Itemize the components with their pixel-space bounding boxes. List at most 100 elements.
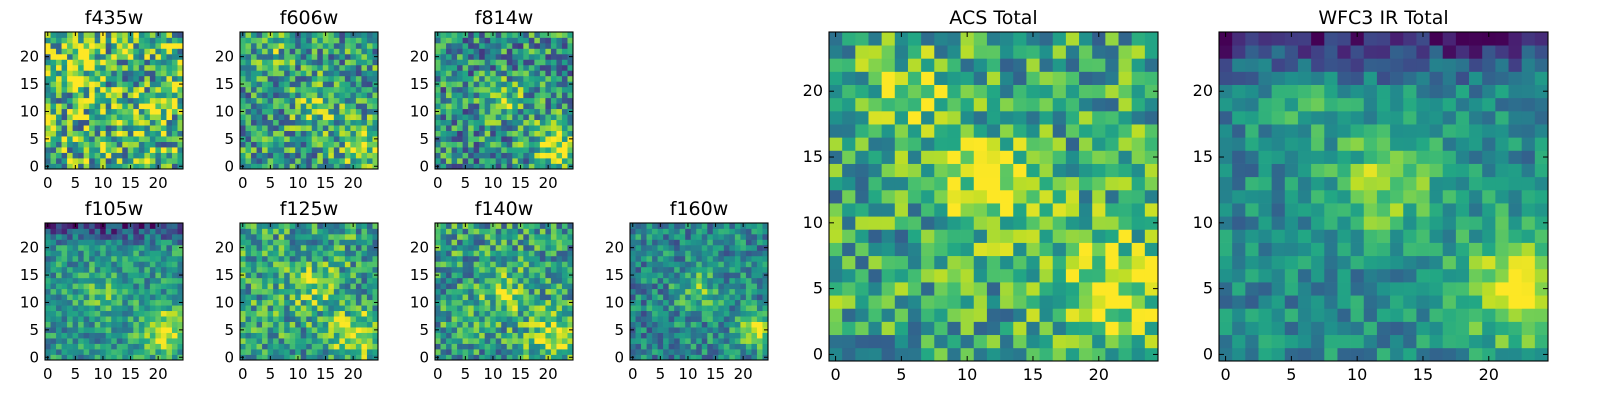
heatmap-cell (907, 255, 922, 270)
heatmap-cell (641, 239, 647, 246)
heatmap-cell (177, 92, 184, 99)
heatmap-cell (149, 141, 156, 148)
heatmap-cell (61, 233, 68, 240)
heatmap-cell (528, 239, 535, 246)
heatmap-cell (528, 283, 535, 290)
heatmap-cell (1065, 163, 1080, 178)
heatmap-cell (127, 294, 134, 301)
heatmap-cell (446, 233, 452, 240)
heatmap-cell (328, 108, 335, 115)
heatmap-cell (435, 114, 441, 121)
heatmap-cell (545, 103, 552, 110)
heatmap-cell (1118, 321, 1133, 336)
heatmap-cell (473, 86, 480, 93)
heatmap-cell (295, 233, 302, 240)
heatmap-cell (122, 114, 129, 121)
heatmap-cell (740, 233, 747, 240)
heatmap-cell (105, 294, 112, 301)
heatmap-cell (350, 147, 357, 153)
heatmap-cell (973, 163, 988, 178)
heatmap-cell (100, 152, 107, 159)
heatmap-cell (484, 147, 491, 153)
heatmap-cell (523, 343, 530, 350)
heatmap-cell (300, 152, 307, 159)
heatmap-cell (251, 119, 257, 126)
heatmap-cell (973, 189, 988, 204)
heatmap-cell (668, 250, 675, 257)
heatmap-cell (829, 295, 843, 309)
heatmap-cell (251, 255, 257, 262)
heatmap-cell (1131, 242, 1146, 257)
heatmap-cell (1000, 347, 1014, 362)
heatmap-cell (490, 233, 497, 240)
heatmap-cell (1144, 321, 1159, 336)
heatmap-cell (317, 299, 324, 306)
heatmap-cell (127, 283, 134, 290)
heatmap-cell (517, 48, 524, 55)
heatmap-cell (133, 81, 140, 88)
heatmap-cell (1052, 242, 1067, 257)
heatmap-cell (484, 305, 491, 312)
heatmap-cell (440, 228, 447, 235)
heatmap-cell (149, 136, 156, 142)
heatmap-cell (545, 152, 552, 159)
heatmap-cell (284, 250, 291, 257)
heatmap-cell (328, 42, 335, 49)
heatmap-cell (745, 327, 752, 333)
heatmap-cell (712, 349, 719, 355)
heatmap-cell (317, 163, 324, 170)
heatmap-cell (707, 283, 714, 290)
heatmap-cell (1131, 268, 1146, 283)
heatmap-cell (138, 233, 145, 240)
heatmap-cell (1013, 282, 1027, 296)
heatmap-cell (155, 37, 162, 44)
heatmap-cell (111, 266, 118, 273)
heatmap-cell (116, 42, 123, 49)
heatmap-cell (306, 163, 313, 170)
heatmap-cell (295, 152, 302, 159)
heatmap-cell (138, 163, 145, 170)
x-tick-label: 15 (121, 365, 140, 383)
heatmap-cell (267, 272, 274, 279)
heatmap-cell (284, 158, 291, 164)
heatmap-cell (45, 277, 51, 284)
heatmap-cell (311, 37, 318, 44)
heatmap-cell (240, 233, 246, 240)
heatmap-cell (300, 37, 307, 44)
heatmap-cell (300, 108, 307, 115)
heatmap-cell (273, 119, 279, 126)
heatmap-cell (127, 53, 134, 60)
heatmap-cell (468, 48, 474, 55)
heatmap-cell (756, 283, 763, 290)
heatmap-cell (517, 255, 524, 262)
heatmap-cell (171, 158, 178, 164)
heatmap-cell (921, 347, 935, 362)
heatmap-cell (56, 141, 62, 148)
heatmap-cell (116, 332, 123, 339)
heatmap-cell (333, 130, 340, 137)
heatmap-cell (262, 239, 268, 246)
heatmap-cell (111, 228, 118, 235)
heatmap-cell (311, 228, 318, 235)
heatmap-cell (1052, 189, 1067, 204)
heatmap-cell (328, 294, 335, 301)
heatmap-cell (523, 42, 530, 49)
heatmap-cell (256, 92, 263, 99)
heatmap-cell (696, 239, 703, 246)
heatmap-cell (646, 250, 653, 257)
heatmap-cell (295, 37, 302, 44)
heatmap-cell (56, 223, 62, 229)
heatmap-cell (740, 305, 747, 312)
heatmap-cell (712, 244, 719, 251)
heatmap-cell (72, 244, 79, 251)
heatmap-cell (451, 147, 458, 153)
heatmap-cell (160, 53, 167, 60)
heatmap-cell (155, 316, 162, 322)
heatmap-cell (457, 294, 463, 301)
heatmap-cell (245, 114, 252, 121)
heatmap-cell (668, 223, 675, 229)
heatmap-cell (245, 42, 252, 49)
heatmap-cell (78, 239, 84, 246)
heatmap-cell (484, 64, 491, 71)
heatmap-cell (144, 244, 151, 251)
